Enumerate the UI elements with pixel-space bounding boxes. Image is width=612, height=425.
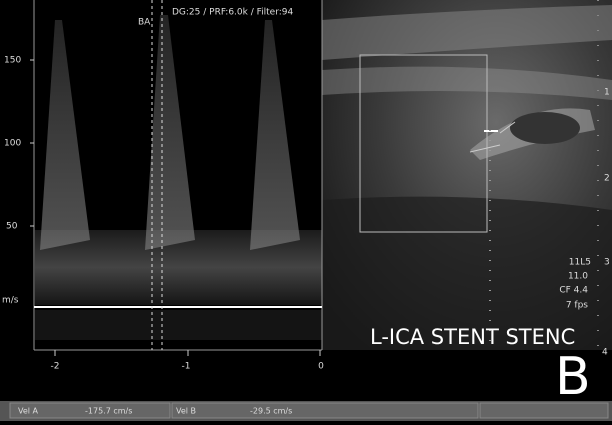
axis-unit: m/s (2, 296, 19, 306)
x-tick-label: 0 (318, 362, 324, 372)
doppler-spectrum (30, 0, 322, 356)
setting: CF 4.4 (559, 286, 588, 296)
depth-mark: 1 (604, 88, 610, 98)
ultrasound-screen: 150 100 50 m/s -2 -1 0 DG:25 / PRF:6.0k … (0, 0, 612, 421)
gate-marker: BA (138, 18, 151, 28)
status-field: -175.7 cm/s (85, 407, 132, 416)
panel-letter: B (555, 347, 591, 407)
depth-mark: 2 (604, 174, 610, 184)
x-tick-label: -2 (51, 362, 60, 372)
y-tick-label: 50 (6, 222, 18, 232)
setting: 11.0 (568, 272, 588, 282)
setting: 7 fps (566, 301, 588, 311)
image-label: L-ICA STENT STENC (370, 325, 575, 349)
status-field: -29.5 cm/s (250, 407, 292, 416)
depth-mark: 3 (604, 258, 610, 268)
status-field: Vel B (176, 407, 196, 416)
acquisition-params: DG:25 / PRF:6.0k / Filter:94 (172, 8, 294, 18)
y-tick-label: 150 (4, 56, 21, 66)
status-field: Vel A (18, 407, 39, 416)
depth-mark: 4 (602, 348, 608, 358)
y-tick-label: 100 (4, 139, 21, 149)
x-tick-label: -1 (182, 362, 191, 372)
setting: 11L5 (569, 258, 591, 268)
